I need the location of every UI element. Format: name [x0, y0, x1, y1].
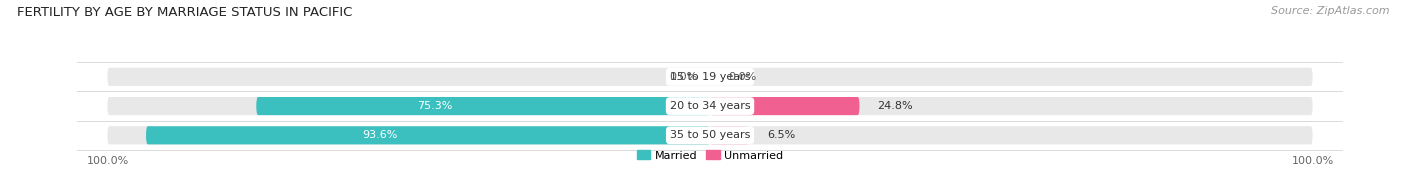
Legend: Married, Unmarried: Married, Unmarried	[633, 146, 787, 165]
Text: 93.6%: 93.6%	[363, 130, 398, 140]
Text: 6.5%: 6.5%	[768, 130, 796, 140]
Text: 20 to 34 years: 20 to 34 years	[669, 101, 751, 111]
Text: FERTILITY BY AGE BY MARRIAGE STATUS IN PACIFIC: FERTILITY BY AGE BY MARRIAGE STATUS IN P…	[17, 6, 353, 19]
Text: 0.0%: 0.0%	[728, 72, 756, 82]
FancyBboxPatch shape	[107, 126, 1313, 144]
Text: 35 to 50 years: 35 to 50 years	[669, 130, 751, 140]
FancyBboxPatch shape	[107, 68, 1313, 86]
Text: 75.3%: 75.3%	[418, 101, 453, 111]
FancyBboxPatch shape	[710, 97, 859, 115]
FancyBboxPatch shape	[710, 126, 749, 144]
FancyBboxPatch shape	[146, 126, 710, 144]
FancyBboxPatch shape	[107, 97, 1313, 115]
Text: 0.0%: 0.0%	[669, 72, 697, 82]
Text: 24.8%: 24.8%	[877, 101, 912, 111]
Text: Source: ZipAtlas.com: Source: ZipAtlas.com	[1271, 6, 1389, 16]
Text: 15 to 19 years: 15 to 19 years	[669, 72, 751, 82]
FancyBboxPatch shape	[256, 97, 710, 115]
